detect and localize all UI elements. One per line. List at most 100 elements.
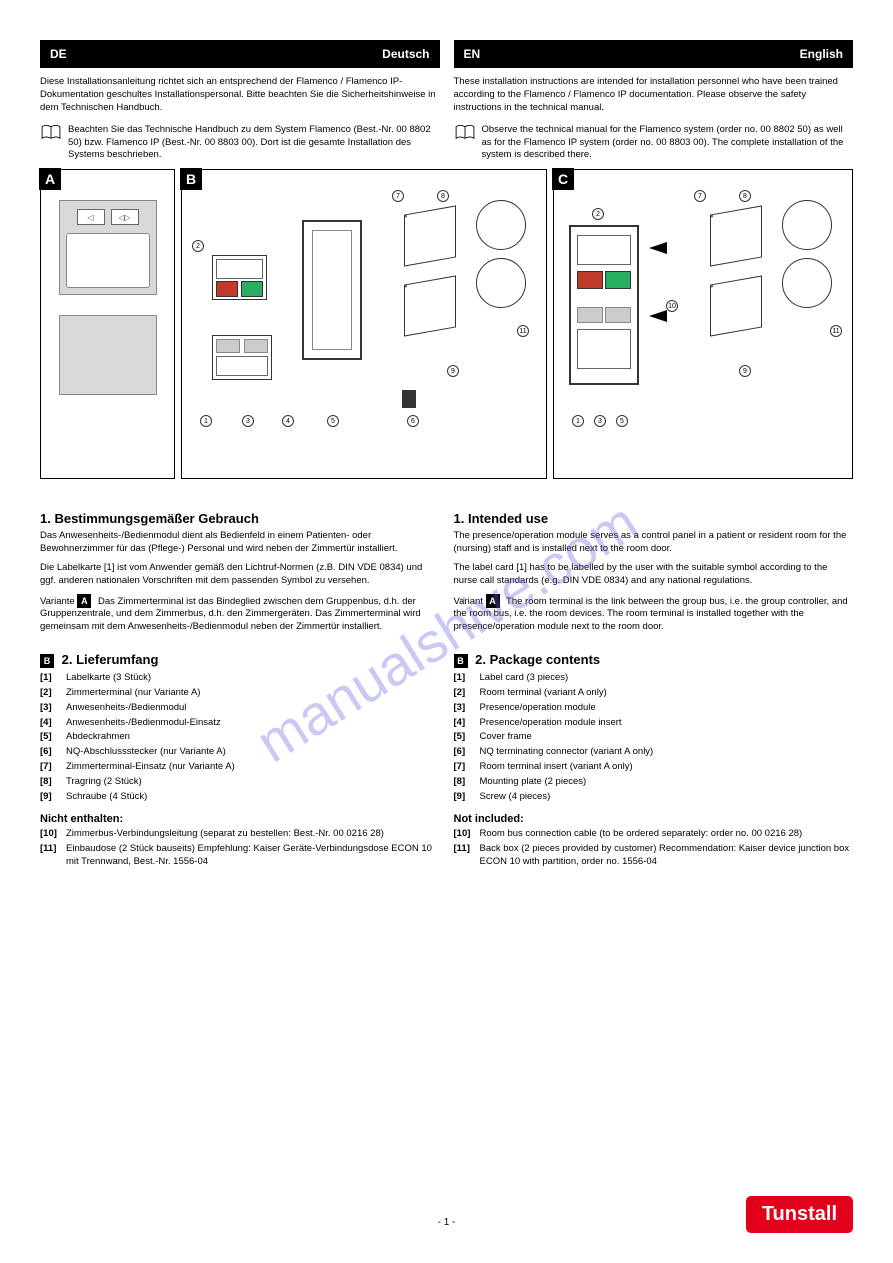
heading-pkg-de: B 2. Lieferumfang xyxy=(40,652,440,668)
heading-use-de: 1. Bestimmungsgemäßer Gebrauch xyxy=(40,511,440,526)
heading-not-de: Nicht enthalten: xyxy=(40,813,440,825)
part-label: 8 xyxy=(739,190,751,202)
variant-prefix: Variante xyxy=(40,596,77,607)
use-p2-en: The label card [1] has to be labelled by… xyxy=(454,562,854,588)
list-item: [7]Room terminal insert (variant A only) xyxy=(454,761,854,774)
list-item: [11]Back box (2 pieces provided by custo… xyxy=(454,843,854,869)
part-label: 2 xyxy=(192,240,204,252)
list-item: [4]Presence/operation module insert xyxy=(454,717,854,730)
list-item: [1]Label card (3 pieces) xyxy=(454,672,854,685)
presence-module-icon xyxy=(212,335,272,380)
list-item: [9]Schraube (4 Stück) xyxy=(40,791,440,804)
brand-logo: Tunstall xyxy=(746,1196,853,1233)
header-de: DE Deutsch xyxy=(40,40,440,68)
pkg-list-de: [1]Labelkarte (3 Stück) [2]Zimmerterminal… xyxy=(40,672,440,803)
badge-c: C xyxy=(552,168,574,190)
variant-badge-a: A xyxy=(486,594,500,608)
intro-en: These installation instructions are inte… xyxy=(454,76,854,161)
pkg-list-en: [1]Label card (3 pieces) [2]Room terminal… xyxy=(454,672,854,803)
part-label: 7 xyxy=(392,190,404,202)
back-box-icon xyxy=(476,258,526,308)
grey-button-icon xyxy=(244,339,268,353)
not-list-de: [10]Zimmerbus-Verbindungsleitung (separa… xyxy=(40,828,440,868)
heading-not-en: Not included: xyxy=(454,813,854,825)
device-display xyxy=(577,329,631,369)
diagram-row: A ◁ ◁▷ B xyxy=(40,169,853,479)
part-label: 8 xyxy=(437,190,449,202)
room-terminal-icon xyxy=(212,255,267,300)
variant-prefix: Variant xyxy=(454,596,486,607)
part-label: 10 xyxy=(666,300,678,312)
device-button-row: ◁ ◁▷ xyxy=(66,209,150,225)
diagram-panel-c: C 1 2 3 5 7 8 9 xyxy=(553,169,853,479)
intro-row: Diese Installationsanleitung richtet sic… xyxy=(40,76,853,161)
list-item: [8]Mounting plate (2 pieces) xyxy=(454,776,854,789)
list-item: [2]Room terminal (variant A only) xyxy=(454,687,854,700)
part-label: 9 xyxy=(447,365,459,377)
pkg-heading-text: 2. Package contents xyxy=(475,652,600,667)
ref-de-text: Beachten Sie das Technische Handbuch zu … xyxy=(68,124,440,161)
badge-a: A xyxy=(39,168,61,190)
arrow-icon xyxy=(649,242,667,254)
use-p3-de: Variante A Das Zimmerterminal ist das Bi… xyxy=(40,594,440,634)
use-p1-en: The presence/operation module serves as … xyxy=(454,530,854,556)
ref-de: Beachten Sie das Technische Handbuch zu … xyxy=(40,124,440,161)
not-list-en: [10]Room bus connection cable (to be ord… xyxy=(454,828,854,868)
ref-en-text: Observe the technical manual for the Fla… xyxy=(482,124,854,161)
green-button-icon xyxy=(605,271,631,289)
book-icon xyxy=(40,124,62,140)
part-label: 7 xyxy=(694,190,706,202)
list-item: [1]Labelkarte (3 Stück) xyxy=(40,672,440,685)
intro-en-text: These installation instructions are inte… xyxy=(454,76,854,114)
list-item: [2]Zimmerterminal (nur Variante A) xyxy=(40,687,440,700)
ref-badge-b: B xyxy=(40,654,54,668)
list-item: [3]Anwesenheits-/Bedienmodul xyxy=(40,702,440,715)
use-p1-de: Das Anwesenheits-/Bedienmodul dient als … xyxy=(40,530,440,556)
variant-badge-a: A xyxy=(77,594,91,608)
part-label: 6 xyxy=(407,415,419,427)
arrow-icon xyxy=(649,310,667,322)
list-item: [10]Zimmerbus-Verbindungsleitung (separa… xyxy=(40,828,440,841)
language-headers: DE Deutsch EN English xyxy=(40,40,853,68)
red-button-icon xyxy=(577,271,603,289)
section-de: 1. Bestimmungsgemäßer Gebrauch Das Anwes… xyxy=(40,493,440,870)
part-label: 2 xyxy=(592,208,604,220)
list-item: [4]Anwesenheits-/Bedienmodul-Einsatz xyxy=(40,717,440,730)
badge-b: B xyxy=(180,168,202,190)
part-label: 5 xyxy=(616,415,628,427)
mounting-plate-icon xyxy=(710,276,762,337)
device-front-top: ◁ ◁▷ xyxy=(59,200,157,395)
assembled-device xyxy=(569,225,639,385)
device-top-plate: ◁ ◁▷ xyxy=(59,200,157,295)
back-box-icon xyxy=(782,200,832,250)
header-de-lang: DE xyxy=(50,47,67,61)
exploded-view-b: 1 2 3 4 5 6 7 8 9 11 xyxy=(182,170,546,478)
ref-badge-b: B xyxy=(454,654,468,668)
diagram-panel-a: A ◁ ◁▷ xyxy=(40,169,175,479)
heading-pkg-en: B 2. Package contents xyxy=(454,652,854,668)
part-label: 11 xyxy=(830,325,842,337)
module-display xyxy=(216,356,268,376)
heading-use-en: 1. Intended use xyxy=(454,511,854,526)
header-en-lang: EN xyxy=(464,47,481,61)
page-number: - 1 - xyxy=(438,1217,456,1228)
back-box-icon xyxy=(782,258,832,308)
grey-button-icon xyxy=(605,307,631,323)
book-icon xyxy=(454,124,476,140)
mounting-plate-icon xyxy=(404,206,456,267)
header-de-title: Deutsch xyxy=(382,47,429,61)
list-item: [11]Einbaudose (2 Stück bauseits) Empfeh… xyxy=(40,843,440,869)
list-item: [5]Cover frame xyxy=(454,731,854,744)
back-box-icon xyxy=(476,200,526,250)
left-arrow-icon: ◁ xyxy=(77,209,105,225)
grey-button-icon xyxy=(577,307,603,323)
diagram-panel-b: B 1 2 xyxy=(181,169,547,479)
section-en: 1. Intended use The presence/operation m… xyxy=(454,493,854,870)
list-item: [7]Zimmerterminal-Einsatz (nur Variante … xyxy=(40,761,440,774)
mounting-plate-icon xyxy=(710,206,762,267)
part-label: 1 xyxy=(200,415,212,427)
text-sections: 1. Bestimmungsgemäßer Gebrauch Das Anwes… xyxy=(40,493,853,870)
part-label: 4 xyxy=(282,415,294,427)
terminal-display xyxy=(216,259,263,279)
list-item: [6]NQ terminating connector (variant A o… xyxy=(454,746,854,759)
